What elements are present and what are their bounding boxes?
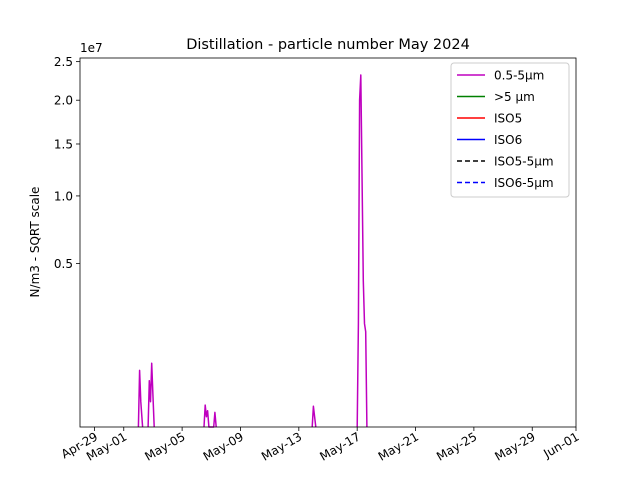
legend-label: ISO6-5µm: [494, 176, 554, 190]
x-tick-label: May-17: [317, 429, 362, 463]
legend-label: ISO6: [494, 133, 522, 147]
series-line-0-segment-4: [356, 74, 368, 428]
x-tick-label: May-13: [259, 429, 304, 463]
series-line-0-segment-3: [311, 405, 317, 428]
legend-label: 0.5-5µm: [494, 69, 544, 83]
legend-label: >5 µm: [494, 90, 535, 104]
y-tick-label: 2.5: [54, 55, 73, 69]
y-tick-label: 1.5: [54, 137, 73, 151]
y-tick-label: 2.0: [54, 94, 73, 108]
series-line-0-segment-2: [203, 404, 217, 428]
x-tick-label: May-25: [434, 429, 479, 463]
axes-frame: [79, 57, 577, 428]
y-tick-label: 1.0: [54, 189, 73, 203]
series-line-0-segment-1: [147, 362, 155, 428]
legend-label: ISO5-5µm: [494, 155, 554, 169]
y-axis-label: N/m3 - SQRT scale: [28, 187, 42, 298]
x-tick-label: May-29: [492, 429, 537, 463]
x-tick-label: May-09: [201, 429, 246, 463]
legend: 0.5-5µm >5 µm ISO5 ISO6 ISO5-5µm ISO6-5µm: [450, 62, 570, 198]
x-tick-label: Jun-01: [540, 429, 581, 461]
y-axis-offset-label: 1e7: [80, 41, 103, 55]
series-line-0-segment-0: [137, 369, 144, 428]
x-tick-label: May-21: [376, 429, 421, 463]
y-tick-label: 0.5: [54, 257, 73, 271]
x-tick-label: May-05: [142, 429, 187, 463]
chart-title: Distillation - particle number May 2024: [186, 37, 470, 53]
legend-label: ISO5: [494, 112, 522, 126]
